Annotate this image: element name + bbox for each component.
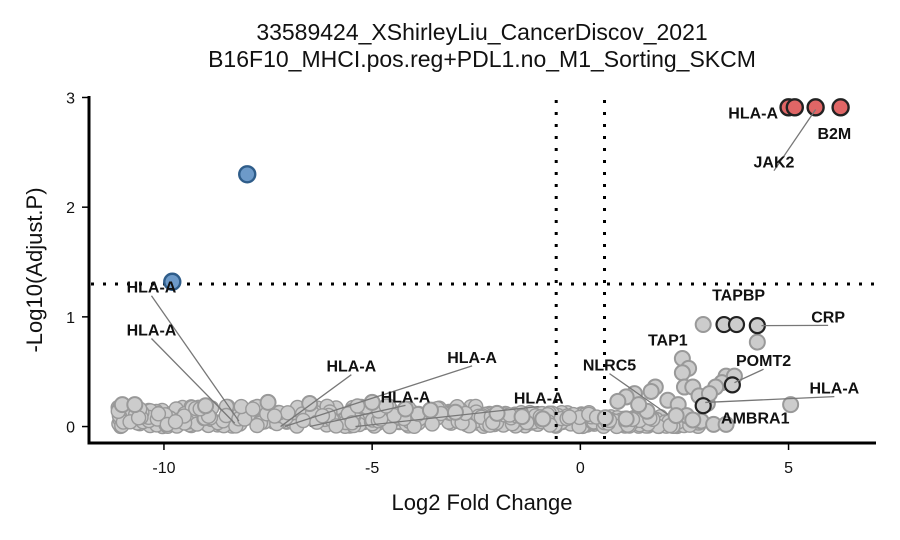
ns-point	[150, 406, 167, 422]
y-tick-label: 0	[66, 420, 75, 437]
ns-point	[561, 409, 578, 425]
annotation-leader-line	[355, 405, 539, 428]
ns-point	[314, 408, 331, 424]
down-point	[163, 272, 182, 291]
highlighted-point	[723, 376, 741, 394]
up-point	[831, 98, 850, 117]
ns-point	[609, 392, 627, 410]
ns-point	[421, 401, 439, 419]
gene-label: CRP	[811, 309, 845, 326]
gene-label: HLA-A	[809, 381, 859, 398]
ns-point	[513, 408, 531, 426]
gene-label: HLA-A	[728, 105, 778, 122]
significant-points	[163, 98, 850, 415]
ns-point	[446, 403, 464, 421]
y-tick-label: 3	[66, 90, 75, 107]
ns-point	[642, 382, 660, 400]
ns-point	[717, 415, 735, 433]
chart-title: 33589424_XShirleyLiu_CancerDiscov_2021	[256, 19, 707, 45]
gene-label: B2M	[817, 126, 851, 143]
chart-subtitle: B16F10_MHCI.pos.reg+PDL1.no_M1_Sorting_S…	[208, 46, 756, 72]
gene-label: POMT2	[736, 353, 791, 370]
ns-point	[488, 404, 506, 422]
ns-point	[328, 418, 344, 434]
y-tick-label: 2	[66, 200, 75, 217]
ns-point	[694, 316, 712, 334]
axes: -10 -5 0 5 0 1 2 3	[66, 90, 876, 477]
gene-label: HLA-A	[514, 391, 564, 408]
ns-point	[197, 397, 215, 415]
gene-label: JAK2	[754, 155, 795, 172]
annotation-leader-line	[609, 373, 669, 416]
ns-point	[534, 410, 552, 428]
up-point	[785, 98, 805, 117]
gene-annotations: HLA-A HLA-A HLA-A HLA-A HLA-A HLA-A NLRC5 TAP1 T…	[127, 105, 860, 427]
y-axis-label: -Log10(Adjust.P)	[22, 187, 47, 352]
highlighted-point	[694, 397, 712, 415]
ns-point	[245, 401, 261, 417]
x-axis-label: Log2 Fold Change	[391, 490, 572, 515]
y-tick-label: 1	[66, 310, 75, 327]
annotation-leader-line	[309, 404, 406, 428]
ns-point	[363, 393, 381, 411]
ns-point	[673, 364, 691, 382]
ns-point	[259, 393, 277, 411]
up-point	[806, 98, 825, 117]
gene-label: HLA-A	[127, 323, 177, 340]
gene-label: HLA-A	[326, 359, 376, 376]
x-tick-label: -5	[365, 460, 379, 477]
ns-point	[249, 417, 265, 434]
ns-point	[617, 410, 635, 428]
annotation-leader-line	[280, 374, 352, 428]
ns-point	[396, 400, 414, 418]
gene-label: AMBRA1	[721, 410, 790, 427]
x-tick-label: -10	[152, 460, 175, 477]
gene-label: TAP1	[648, 332, 688, 349]
ns-point	[667, 407, 685, 425]
ns-point	[684, 411, 702, 429]
x-tick-label: 5	[784, 460, 793, 477]
ns-point	[266, 408, 283, 424]
annotation-leader-line	[705, 395, 835, 404]
gene-label: NLRC5	[583, 358, 636, 375]
annotation-leader-line	[284, 365, 473, 428]
ns-point	[748, 333, 766, 351]
highlighted-point	[727, 315, 746, 334]
threshold-lines	[91, 100, 876, 443]
ns-point	[167, 414, 184, 430]
ns-point	[630, 396, 648, 414]
gene-label: HLA-A	[127, 280, 177, 297]
gene-label: HLA-A	[381, 389, 431, 406]
x-tick-label: 0	[576, 460, 585, 477]
gene-label: HLA-A	[447, 350, 497, 367]
ns-points	[110, 316, 800, 435]
ns-point	[782, 396, 800, 414]
annotation-leader-line	[150, 338, 236, 424]
ns-point	[126, 396, 144, 414]
down-point	[238, 165, 257, 184]
annotation-leader-line	[734, 368, 764, 384]
annotation-leader-line	[150, 295, 240, 422]
gene-label: TAPBP	[712, 287, 765, 304]
annotation-leader-line	[773, 109, 817, 172]
